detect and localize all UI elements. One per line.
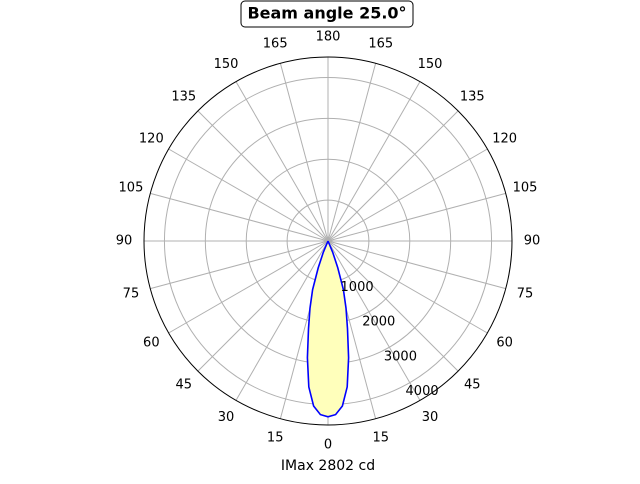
r-tick-label: 3000 — [384, 349, 417, 364]
theta-tick-label: 90 — [116, 234, 133, 249]
theta-tick-label: 15 — [373, 431, 390, 446]
theta-tick-label: 105 — [119, 181, 144, 196]
theta-tick-label: 15 — [267, 431, 284, 446]
theta-tick-label: 165 — [263, 36, 288, 51]
theta-grid-line — [327, 148, 488, 242]
theta-grid-line — [327, 63, 377, 242]
theta-grid-line — [327, 81, 421, 242]
theta-grid-line — [168, 148, 329, 242]
theta-tick-label: 105 — [513, 181, 538, 196]
outer-ring — [143, 56, 513, 426]
theta-tick-label: 75 — [517, 286, 534, 301]
theta-tick-label: 180 — [316, 30, 341, 45]
chart-title: Beam angle 25.0° — [247, 4, 406, 23]
theta-grid-line — [327, 240, 421, 401]
theta-grid-line — [327, 192, 506, 242]
r-tick-label: 4000 — [406, 384, 439, 399]
theta-tick-label: 30 — [422, 410, 439, 425]
theta-tick-label: 75 — [123, 286, 140, 301]
theta-tick-label: 45 — [175, 378, 192, 393]
theta-tick-label: 45 — [464, 378, 481, 393]
theta-tick-label: 120 — [492, 132, 517, 147]
theta-tick-label: 150 — [214, 57, 239, 72]
theta-tick-label: 120 — [139, 132, 164, 147]
theta-tick-label: 60 — [143, 336, 160, 351]
theta-tick-label: 0 — [324, 438, 332, 453]
theta-tick-label: 60 — [496, 336, 513, 351]
theta-grid-line — [168, 240, 329, 334]
theta-grid-line — [279, 63, 329, 242]
theta-grid-line — [235, 240, 329, 401]
theta-tick-label: 135 — [460, 89, 485, 104]
theta-grid-line — [327, 240, 488, 334]
title-box — [240, 0, 414, 28]
r-tick-label: 1000 — [341, 280, 374, 295]
theta-grid-line — [235, 81, 329, 242]
r-tick-label: 2000 — [362, 315, 395, 330]
theta-grid-line — [327, 240, 506, 290]
theta-tick-label: 30 — [218, 410, 235, 425]
theta-grid-line — [150, 240, 329, 290]
theta-grid-line — [197, 240, 329, 372]
theta-grid-line — [327, 240, 459, 372]
theta-tick-label: 165 — [368, 36, 393, 51]
theta-tick-label: 150 — [418, 57, 443, 72]
theta-grid-line — [197, 110, 329, 242]
theta-tick-label: 90 — [524, 234, 541, 249]
theta-grid-line — [150, 192, 329, 242]
beam-area — [307, 241, 349, 417]
x-axis-label: IMax 2802 cd — [281, 458, 375, 474]
theta-tick-label: 135 — [171, 89, 196, 104]
theta-grid-line — [327, 110, 459, 242]
beam-line — [306, 240, 350, 418]
